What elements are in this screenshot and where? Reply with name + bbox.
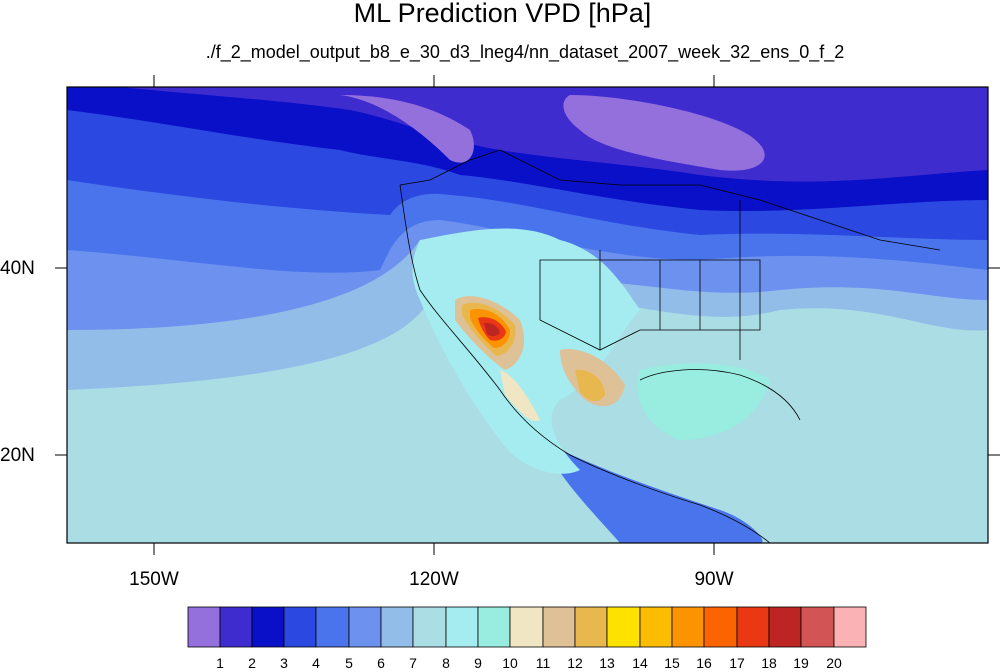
lon-label-90w: 90W — [694, 569, 734, 590]
colorbar-labels: 1 2 3 4 5 6 7 8 9 10 11 12 13 14 15 16 1… — [216, 655, 842, 671]
colorbar-box-21 — [833, 606, 867, 648]
colorbar-label: 13 — [599, 655, 615, 671]
colorbar-box-3 — [251, 606, 285, 648]
colorbar-label: 2 — [248, 655, 256, 671]
colorbar-box-2 — [219, 606, 253, 648]
map-frame — [66, 86, 989, 544]
map-title: ML Prediction VPD [hPa] — [353, 0, 652, 28]
colorbar-label: 7 — [409, 655, 417, 671]
colorbar-box-9 — [445, 606, 479, 648]
colorbar — [187, 606, 867, 648]
colorbar-box-18 — [736, 606, 770, 648]
colorbar-box-15 — [639, 606, 673, 648]
colorbar-label: 19 — [793, 655, 809, 671]
lat-label-40n: 40N — [0, 258, 35, 279]
colorbar-box-17 — [703, 606, 738, 648]
colorbar-label: 17 — [729, 655, 745, 671]
colorbar-box-5 — [315, 606, 350, 648]
colorbar-box-13 — [574, 606, 608, 648]
colorbar-label: 12 — [567, 655, 583, 671]
colorbar-label: 1 — [216, 655, 224, 671]
colorbar-label: 14 — [632, 655, 648, 671]
colorbar-label: 6 — [377, 655, 385, 671]
lon-label-120w: 120W — [409, 569, 459, 590]
lon-label-150w: 150W — [129, 569, 179, 590]
colorbar-label: 4 — [312, 655, 320, 671]
colorbar-label: 16 — [696, 655, 712, 671]
colorbar-box-1 — [187, 606, 221, 648]
colorbar-box-11 — [509, 606, 544, 648]
map-subtitle: ./f_2_model_output_b8_e_30_d3_lneg4/nn_d… — [205, 42, 845, 62]
vpd-field — [67, 87, 988, 543]
colorbar-box-8 — [412, 606, 447, 648]
colorbar-box-14 — [606, 606, 641, 648]
colorbar-box-16 — [671, 606, 705, 648]
colorbar-label: 11 — [536, 655, 551, 671]
colorbar-label: 18 — [761, 655, 777, 671]
colorbar-label: 15 — [664, 655, 680, 671]
colorbar-label: 8 — [442, 655, 450, 671]
colorbar-box-7 — [380, 606, 414, 648]
colorbar-box-20 — [800, 606, 835, 648]
colorbar-box-19 — [768, 606, 802, 648]
axis-ticks — [55, 75, 1000, 555]
coastlines — [399, 149, 941, 543]
colorbar-box-10 — [477, 606, 511, 648]
colorbar-box-12 — [542, 606, 576, 648]
colorbar-label: 9 — [474, 655, 482, 671]
colorbar-label: 10 — [502, 655, 518, 671]
colorbar-box-4 — [283, 606, 317, 648]
colorbar-label: 5 — [345, 655, 353, 671]
colorbar-label: 3 — [280, 655, 288, 671]
colorbar-label: 20 — [826, 655, 842, 671]
colorbar-box-6 — [348, 606, 382, 648]
lat-label-20n: 20N — [0, 445, 35, 466]
